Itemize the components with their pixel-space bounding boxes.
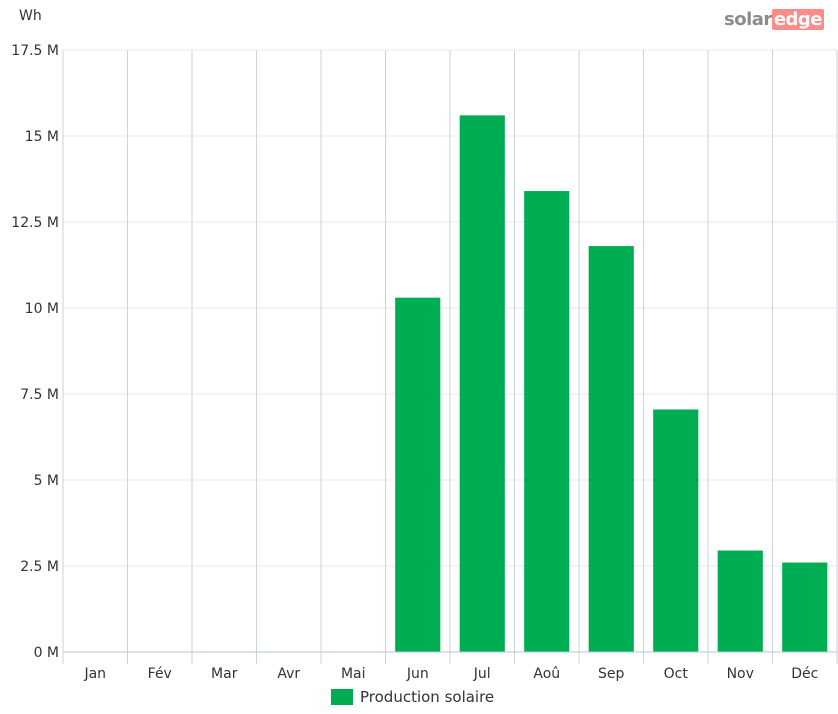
x-tick-label: Sep (598, 666, 625, 682)
bar-Déc[interactable] (782, 562, 828, 652)
x-tick-label: Jul (473, 666, 491, 682)
x-tick-label: Avr (277, 666, 300, 682)
y-tick-label: 17.5 M (11, 43, 59, 59)
bar-Aoû[interactable] (524, 191, 570, 653)
x-tick-label: Fév (148, 666, 172, 682)
bar-Jul[interactable] (459, 115, 505, 653)
y-tick-label: 15 M (25, 129, 59, 145)
y-axis-unit-label: Wh (19, 8, 42, 24)
bar-Nov[interactable] (717, 550, 763, 652)
x-tick-label: Déc (791, 666, 818, 682)
x-tick-label: Mar (211, 666, 238, 682)
logo-text-solar: solar (724, 9, 772, 30)
y-tick-label: 10 M (25, 301, 59, 317)
y-tick-label: 12.5 M (11, 215, 59, 231)
legend-swatch (331, 689, 353, 705)
solaredge-logo: solar edge (724, 9, 824, 30)
x-tick-label: Nov (727, 666, 754, 682)
legend-label: Production solaire (360, 688, 495, 706)
y-tick-label: 7.5 M (20, 387, 59, 403)
logo-text-edge: edge (771, 9, 824, 30)
y-tick-label: 2.5 M (20, 559, 59, 575)
x-tick-label: Aoû (533, 666, 560, 682)
bar-Sep[interactable] (588, 246, 634, 652)
bar-Jun[interactable] (395, 297, 441, 652)
x-tick-label: Jun (406, 666, 429, 682)
legend[interactable]: Production solaire (331, 688, 494, 706)
bar-Oct[interactable] (653, 409, 699, 652)
x-tick-label: Oct (664, 666, 689, 682)
y-tick-label: 0 M (34, 645, 59, 661)
y-tick-label: 5 M (34, 473, 59, 489)
x-tick-label: Jan (83, 666, 106, 682)
x-tick-label: Mai (341, 666, 366, 682)
